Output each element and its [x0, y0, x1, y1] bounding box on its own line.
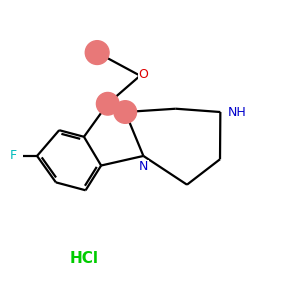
- Text: O: O: [138, 68, 148, 81]
- Circle shape: [85, 41, 109, 64]
- Circle shape: [96, 92, 119, 115]
- Circle shape: [114, 101, 136, 123]
- Text: N: N: [139, 160, 148, 173]
- Text: F: F: [10, 149, 17, 162]
- Text: HCl: HCl: [70, 251, 99, 266]
- Text: NH: NH: [228, 106, 247, 118]
